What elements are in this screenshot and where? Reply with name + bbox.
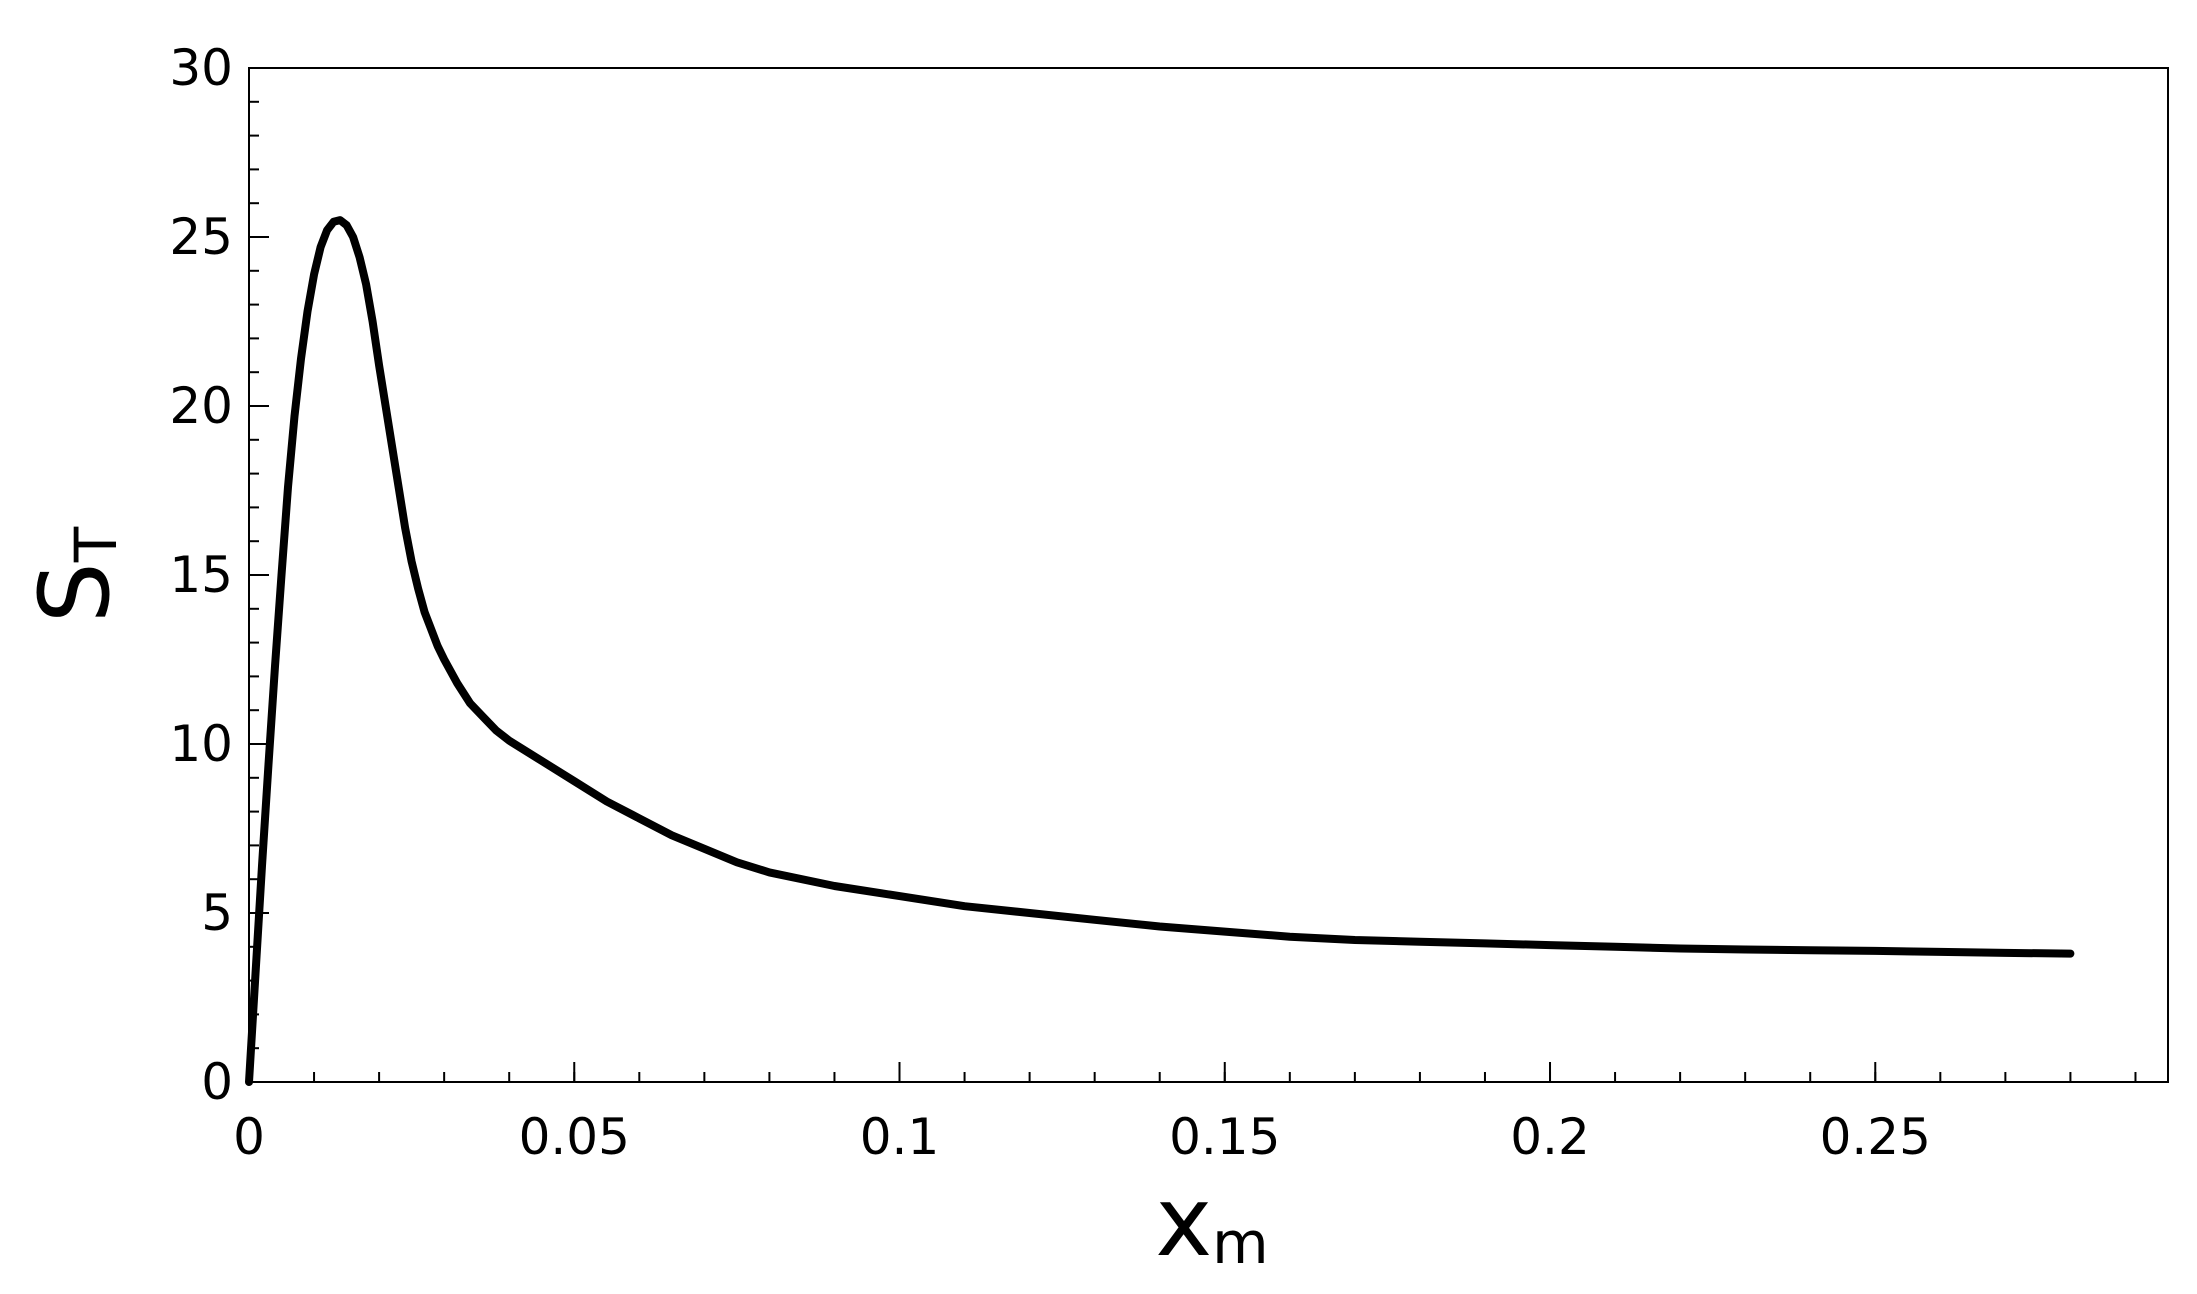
y-axis-label-sub: T [62,526,130,563]
y-axis-label-main: S [19,562,131,623]
x-axis-label: xm [1155,1166,1268,1278]
x-tick-label: 0.2 [1510,1108,1590,1166]
major-ticks [248,67,1877,1083]
x-tick-label: 0.25 [1820,1108,1931,1166]
x-tick-label: 0.05 [519,1108,630,1166]
x-tick-label: 0.1 [860,1108,940,1166]
series-line [245,216,2075,1086]
y-tick-label: 5 [201,884,233,942]
y-axis-label: ST [19,526,131,623]
x-tick-label: 0.15 [1169,1108,1280,1166]
x-axis-label-main: x [1155,1166,1212,1278]
y-tick-label: 0 [201,1053,233,1111]
y-tick-label: 15 [169,546,233,604]
y-tick-label: 25 [169,208,233,266]
x-tick-labels: 0 0.05 0.1 0.15 0.2 0.25 [233,1108,1931,1166]
x-axis-label-sub: m [1212,1209,1269,1277]
y-tick-label: 20 [169,377,233,435]
y-tick-label: 30 [169,39,233,97]
y-tick-labels: 0 5 10 15 20 25 30 [169,39,233,1111]
y-tick-label: 10 [169,715,233,773]
x-tick-label: 0 [233,1108,265,1166]
